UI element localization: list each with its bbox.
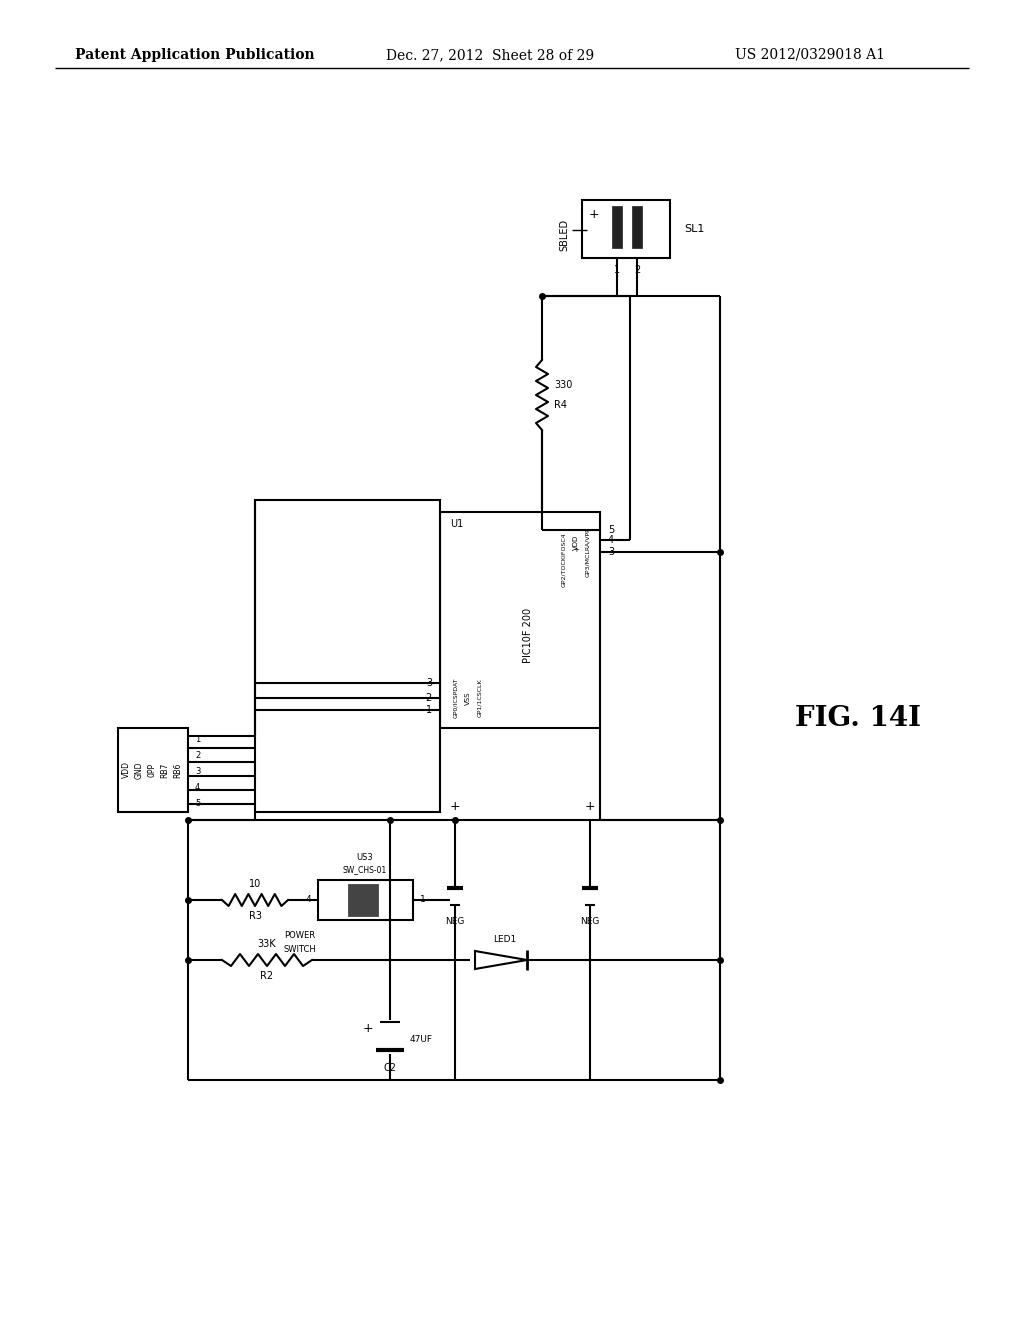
Text: 1: 1 [420, 895, 426, 904]
Text: Dec. 27, 2012  Sheet 28 of 29: Dec. 27, 2012 Sheet 28 of 29 [386, 48, 594, 62]
Bar [632, 206, 642, 248]
Text: POWER: POWER [285, 931, 315, 940]
Text: +: + [589, 207, 599, 220]
Text: 2: 2 [426, 693, 432, 704]
Text: Patent Application Publication: Patent Application Publication [75, 48, 314, 62]
Text: 5: 5 [195, 800, 201, 808]
Text: US 2012/0329018 A1: US 2012/0329018 A1 [735, 48, 885, 62]
Text: RB6: RB6 [173, 763, 182, 777]
Text: FIG. 14I: FIG. 14I [795, 705, 921, 731]
Text: VDD: VDD [122, 762, 130, 779]
Text: 4: 4 [305, 895, 311, 904]
Text: US3: US3 [356, 854, 374, 862]
Text: R4: R4 [554, 400, 567, 411]
Text: 0PP: 0PP [147, 763, 157, 777]
Text: 5: 5 [608, 525, 614, 535]
Text: 330: 330 [554, 380, 572, 389]
Text: 33K: 33K [258, 939, 276, 949]
Bar [582, 201, 670, 257]
Text: VSS: VSS [465, 692, 471, 705]
Text: GP1/1CSCLK: GP1/1CSCLK [477, 678, 482, 717]
Text: GP3/MCLRA/VPP: GP3/MCLRA/VPP [586, 527, 591, 577]
Text: NEG: NEG [445, 917, 465, 927]
Bar [255, 500, 440, 812]
Text: C2: C2 [384, 1063, 396, 1073]
Text: 3: 3 [426, 678, 432, 688]
Bar [118, 729, 188, 812]
Text: R3: R3 [249, 911, 261, 921]
Text: SWITCH: SWITCH [284, 945, 316, 954]
Text: LED1: LED1 [494, 936, 517, 945]
Text: +: + [450, 800, 461, 813]
Bar [348, 884, 378, 916]
Text: 1: 1 [195, 735, 201, 744]
Text: +: + [573, 546, 579, 553]
Text: SBLED: SBLED [559, 219, 569, 251]
Bar [612, 206, 622, 248]
Bar [318, 880, 413, 920]
Text: PIC10F 200: PIC10F 200 [523, 607, 534, 663]
Text: 47UF: 47UF [410, 1035, 433, 1044]
Text: 3: 3 [608, 546, 614, 557]
Bar [440, 512, 600, 729]
Text: SW_CHS-01: SW_CHS-01 [343, 866, 387, 874]
Text: NEG: NEG [581, 917, 600, 927]
Text: 1: 1 [426, 705, 432, 715]
Text: +: + [362, 1022, 374, 1035]
Text: 3: 3 [195, 767, 201, 776]
Text: 2: 2 [634, 265, 640, 275]
Text: VDD: VDD [573, 535, 579, 549]
Text: SL1: SL1 [684, 224, 705, 234]
Text: 2: 2 [195, 751, 201, 760]
Text: GP2/TOCKIFOSC4: GP2/TOCKIFOSC4 [561, 533, 566, 587]
Text: GP0/ICSPDAT: GP0/ICSPDAT [454, 677, 459, 718]
Text: R2: R2 [260, 972, 273, 981]
Text: +: + [585, 800, 595, 813]
Text: 10: 10 [249, 879, 261, 888]
Text: GND: GND [134, 762, 143, 779]
Text: RB7: RB7 [161, 763, 170, 777]
Text: 4: 4 [195, 784, 201, 792]
Text: U1: U1 [450, 519, 463, 529]
Text: 4: 4 [608, 535, 614, 545]
Text: 1: 1 [614, 265, 621, 275]
